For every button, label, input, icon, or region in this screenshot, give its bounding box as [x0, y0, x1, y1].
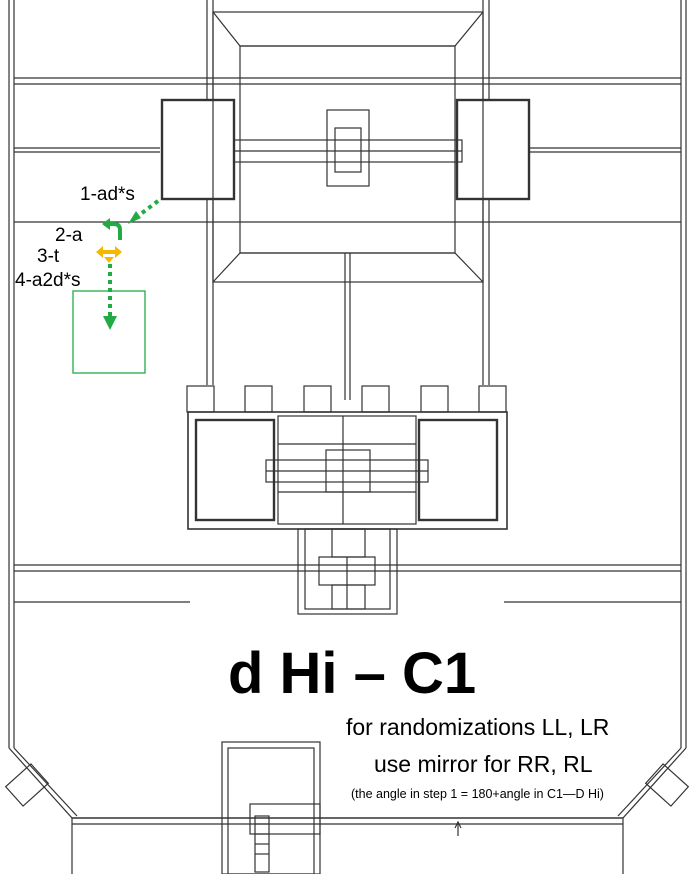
central-platform	[187, 411, 508, 530]
step3-pointer	[104, 257, 114, 263]
lower-steps	[297, 528, 398, 615]
step2-label: 2-a	[55, 225, 83, 246]
step4-label: 4-a2d*s	[15, 270, 81, 291]
diagram-title: d Hi – C1	[228, 641, 477, 706]
note-randomizations: for randomizations LL, LR	[346, 714, 610, 740]
step2-turn-path	[109, 222, 122, 240]
note-mirror: use mirror for RR, RL	[374, 751, 593, 777]
bottom-doorway	[221, 741, 321, 875]
step3-label: 3-t	[37, 246, 60, 267]
step2-arrowhead	[102, 218, 110, 230]
bottom-rail	[72, 817, 623, 836]
target-box	[72, 290, 146, 374]
small-squares-row	[186, 385, 507, 413]
step1-label: 1-ad*s	[80, 184, 135, 205]
step3-arrowhead-right	[115, 246, 122, 258]
step3-arrowhead-left	[96, 246, 103, 258]
step1-arrowhead	[128, 211, 141, 224]
inner-verticals	[206, 0, 490, 385]
top-stage	[160, 11, 531, 400]
note-angle: (the angle in step 1 = 180+angle in C1—D…	[351, 787, 604, 801]
step4-arrowhead	[103, 316, 117, 330]
outer-walls	[4, 0, 690, 874]
corridor-lines	[14, 77, 681, 603]
